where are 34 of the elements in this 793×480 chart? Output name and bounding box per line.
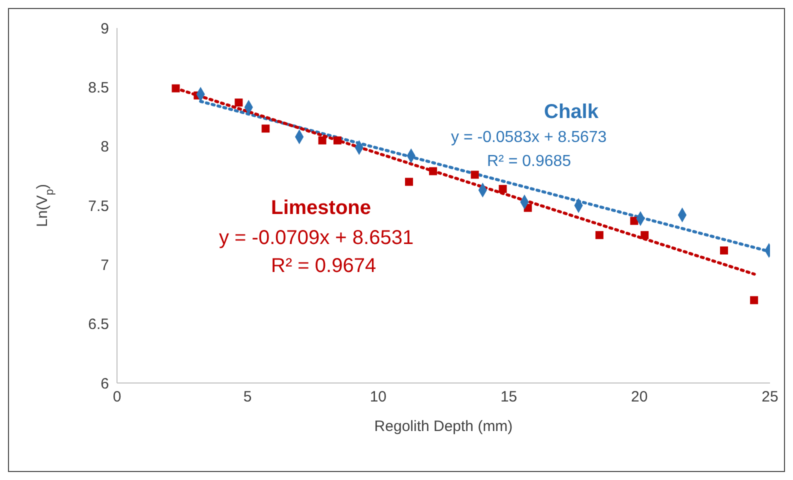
annotation: R² = 0.9685 bbox=[487, 153, 572, 171]
x-tick-label: 25 bbox=[762, 388, 778, 406]
point bbox=[262, 124, 270, 133]
y-tick-label: 7 bbox=[100, 256, 109, 274]
annotation: y = -0.0709x + 8.6531 bbox=[219, 227, 414, 250]
point bbox=[720, 246, 728, 254]
point bbox=[630, 216, 638, 225]
annotation: y = -0.0583x + 8.5673 bbox=[451, 129, 607, 147]
point bbox=[234, 98, 243, 107]
y-tick-label: 7.5 bbox=[88, 198, 109, 215]
point bbox=[172, 84, 180, 92]
y-tick-label: 6.5 bbox=[88, 316, 109, 334]
point bbox=[429, 167, 438, 176]
point bbox=[318, 136, 326, 144]
y-tick-label: 8.5 bbox=[88, 79, 109, 96]
point bbox=[470, 170, 479, 179]
x-tick-label: 5 bbox=[243, 388, 252, 406]
point bbox=[640, 231, 649, 240]
x-tick-label: 10 bbox=[370, 388, 387, 406]
x-axis-title: Regolith Depth (mm) bbox=[374, 418, 513, 435]
x-tick-label: 0 bbox=[112, 388, 122, 406]
annotation: R² = 0.9674 bbox=[271, 255, 376, 278]
y-tick-label: 9 bbox=[100, 20, 109, 38]
y-tick-label: 6 bbox=[100, 375, 109, 392]
point bbox=[333, 136, 342, 144]
text: Chalk bbox=[544, 101, 598, 124]
y-tick-label: 8 bbox=[100, 138, 109, 156]
point bbox=[595, 231, 604, 240]
point bbox=[405, 178, 414, 186]
point bbox=[498, 184, 507, 193]
x-tick-label: 15 bbox=[500, 388, 518, 406]
point bbox=[750, 296, 758, 304]
x-tick-label: 20 bbox=[631, 388, 648, 406]
series-label: Limestone bbox=[271, 197, 372, 220]
